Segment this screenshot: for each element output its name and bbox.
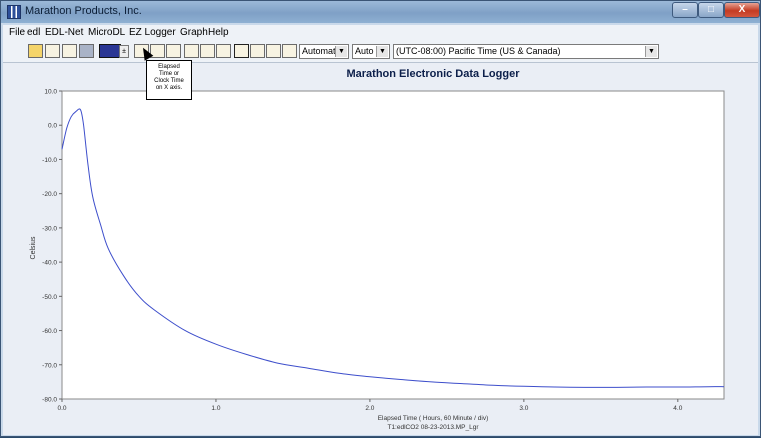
y-tick-label: 0.0 bbox=[48, 123, 57, 130]
crosshair-icon[interactable] bbox=[166, 44, 181, 58]
y-tick-label: -30.0 bbox=[42, 225, 57, 232]
x-tick-label: 2.0 bbox=[365, 405, 374, 412]
title-bar[interactable]: Marathon Products, Inc. – □ X bbox=[1, 1, 760, 23]
menu-graph[interactable]: Graph bbox=[180, 27, 208, 38]
chevron-down-icon[interactable]: ▼ bbox=[376, 46, 388, 57]
search-icon[interactable] bbox=[250, 44, 265, 58]
tooltip-line: on X axis. bbox=[155, 85, 183, 91]
menu-edl-net[interactable]: EDL-Net bbox=[45, 27, 84, 38]
scale-select[interactable]: Automatic ▼ bbox=[299, 44, 349, 59]
x-tick-label: 4.0 bbox=[673, 405, 682, 412]
menu-edl[interactable]: edl bbox=[27, 27, 41, 38]
chart-line-icon[interactable] bbox=[266, 44, 281, 58]
menu-microdl[interactable]: MicroDL bbox=[88, 27, 126, 38]
camera-icon[interactable] bbox=[62, 44, 77, 58]
elapsed-clock-icon[interactable] bbox=[134, 44, 149, 58]
y-tick-label: -50.0 bbox=[42, 294, 57, 301]
chart-icon[interactable] bbox=[282, 44, 297, 58]
plot-area bbox=[61, 90, 725, 400]
y-tick-label: -70.0 bbox=[42, 362, 57, 369]
y-tick-label: -20.0 bbox=[42, 191, 57, 198]
menu-ez-logger[interactable]: EZ Logger bbox=[129, 27, 176, 38]
color-spin-icon[interactable]: ± bbox=[119, 45, 129, 58]
chevron-down-icon[interactable]: ▼ bbox=[645, 46, 657, 57]
y-tick-label: -60.0 bbox=[42, 328, 57, 335]
auto-select[interactable]: Auto ▼ bbox=[352, 44, 390, 59]
y-tick-label: -80.0 bbox=[42, 397, 57, 404]
series-line bbox=[61, 108, 725, 388]
tooltip-line: Clock Time bbox=[154, 78, 184, 84]
grid-icon[interactable] bbox=[200, 44, 215, 58]
menu-file[interactable]: File bbox=[9, 27, 26, 38]
print-icon[interactable] bbox=[79, 44, 94, 58]
chevron-down-icon[interactable]: ▼ bbox=[335, 46, 347, 57]
timezone-select[interactable]: (UTC-08:00) Pacific Time (US & Canada) ▼ bbox=[393, 44, 659, 59]
x-axis-label: Elapsed Time ( Hours, 60 Minute / div) bbox=[378, 415, 489, 422]
scale-select-value: Automatic bbox=[302, 46, 343, 56]
toolbar: ± Automatic ▼ Auto ▼ (UTC-08:00) Pacific… bbox=[3, 41, 758, 63]
menu-help[interactable]: Help bbox=[208, 27, 229, 38]
timezone-select-value: (UTC-08:00) Pacific Time (US & Canada) bbox=[396, 46, 561, 56]
tooltip-line: Elapsed bbox=[158, 64, 180, 70]
y-tick-label: -40.0 bbox=[42, 260, 57, 267]
ez-icon[interactable] bbox=[234, 44, 249, 58]
x-tick-label: 0.0 bbox=[57, 405, 66, 412]
y-tick-label: -10.0 bbox=[42, 157, 57, 164]
table-icon[interactable] bbox=[184, 44, 199, 58]
tooltip: Elapsed Time or Clock Time on X axis. bbox=[146, 60, 192, 100]
list-icon[interactable] bbox=[216, 44, 231, 58]
chart-footer: T1:edlCO2 08-23-2013.MP_Lgr bbox=[387, 424, 479, 431]
close-button[interactable]: X bbox=[724, 2, 760, 18]
y-axis-label: Celsius bbox=[30, 236, 37, 259]
x-tick-label: 3.0 bbox=[519, 405, 528, 412]
window-title: Marathon Products, Inc. bbox=[25, 5, 142, 17]
zoom-icon[interactable] bbox=[150, 44, 165, 58]
maximize-button[interactable]: □ bbox=[698, 2, 724, 18]
minimize-button[interactable]: – bbox=[672, 2, 698, 18]
app-logo-icon bbox=[7, 5, 21, 19]
menu-bar: File edl EDL-Net MicroDL EZ Logger Graph… bbox=[3, 25, 758, 41]
x-tick-label: 1.0 bbox=[211, 405, 220, 412]
tooltip-line: Time or bbox=[158, 71, 180, 77]
auto-select-value: Auto bbox=[355, 46, 374, 56]
y-tick-label: 10.0 bbox=[44, 89, 57, 96]
chart-title: Marathon Electronic Data Logger bbox=[347, 68, 521, 80]
open-folder-icon[interactable] bbox=[28, 44, 43, 58]
download-icon[interactable] bbox=[45, 44, 60, 58]
